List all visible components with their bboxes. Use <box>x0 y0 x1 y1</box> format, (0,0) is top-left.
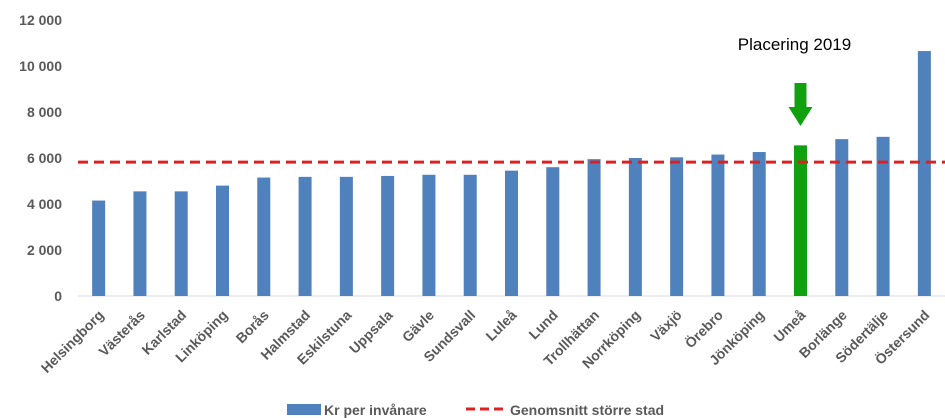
bar <box>752 152 766 296</box>
y-tick-label: 10 000 <box>19 58 62 74</box>
y-tick-label: 4 000 <box>27 196 62 212</box>
bar <box>422 174 436 296</box>
bar <box>505 170 518 296</box>
legend-swatch-bars <box>287 404 321 415</box>
x-tick-label: Uppsala <box>346 307 396 357</box>
bar <box>876 136 890 296</box>
x-tick-label: Västerås <box>95 307 148 360</box>
bar <box>257 177 271 296</box>
y-tick-label: 2 000 <box>27 242 62 258</box>
x-tick-label: Helsingborg <box>38 307 107 376</box>
bar <box>546 167 560 296</box>
bar <box>463 174 477 296</box>
y-tick-label: 6 000 <box>27 150 62 166</box>
y-tick-label: 12 000 <box>19 12 62 28</box>
y-axis: 0 2 000 4 000 6 000 8 000 10 000 12 000 <box>19 12 62 304</box>
legend-label-bars: Kr per invånare <box>324 402 427 418</box>
bar <box>587 159 601 296</box>
legend: Kr per invånare Genomsnitt större stad <box>287 402 664 418</box>
bars-group <box>92 51 931 296</box>
bar <box>917 51 931 296</box>
annotation-text: Placering 2019 <box>738 35 851 54</box>
bar-highlighted <box>794 145 807 296</box>
bar <box>133 191 147 296</box>
x-tick-label: Gävle <box>399 307 437 345</box>
x-tick-label: Lund <box>525 307 561 343</box>
y-tick-label: 0 <box>54 288 62 304</box>
x-tick-label: Luleå <box>482 307 519 344</box>
bar <box>628 158 642 296</box>
bar <box>92 200 106 296</box>
bar <box>381 175 395 296</box>
bar <box>835 139 849 296</box>
bar <box>216 185 229 296</box>
annotation-arrow-icon <box>788 83 813 126</box>
bar <box>711 154 725 296</box>
y-tick-label: 8 000 <box>27 104 62 120</box>
x-tick-label: Växjö <box>647 307 685 345</box>
bar <box>339 176 353 296</box>
x-tick-label: Borås <box>233 307 273 347</box>
bar <box>670 157 684 296</box>
bar <box>174 191 188 296</box>
legend-label-reference-line: Genomsnitt större stad <box>510 402 664 418</box>
x-tick-label: Umeå <box>770 307 808 345</box>
bar <box>298 176 312 296</box>
